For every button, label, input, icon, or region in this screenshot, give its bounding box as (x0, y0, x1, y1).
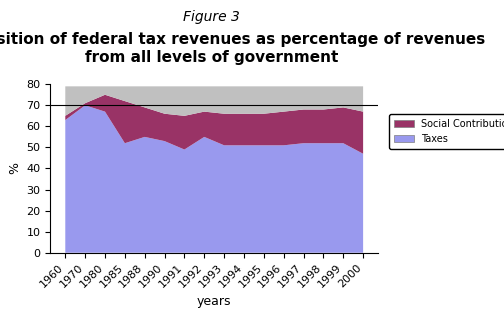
Legend: Social Contributions, Taxes: Social Contributions, Taxes (390, 114, 504, 149)
Text: Composition of federal tax revenues as percentage of revenues
from all levels of: Composition of federal tax revenues as p… (0, 32, 485, 65)
X-axis label: years: years (197, 295, 231, 308)
Y-axis label: %: % (8, 162, 21, 175)
Text: Figure 3: Figure 3 (183, 10, 240, 24)
